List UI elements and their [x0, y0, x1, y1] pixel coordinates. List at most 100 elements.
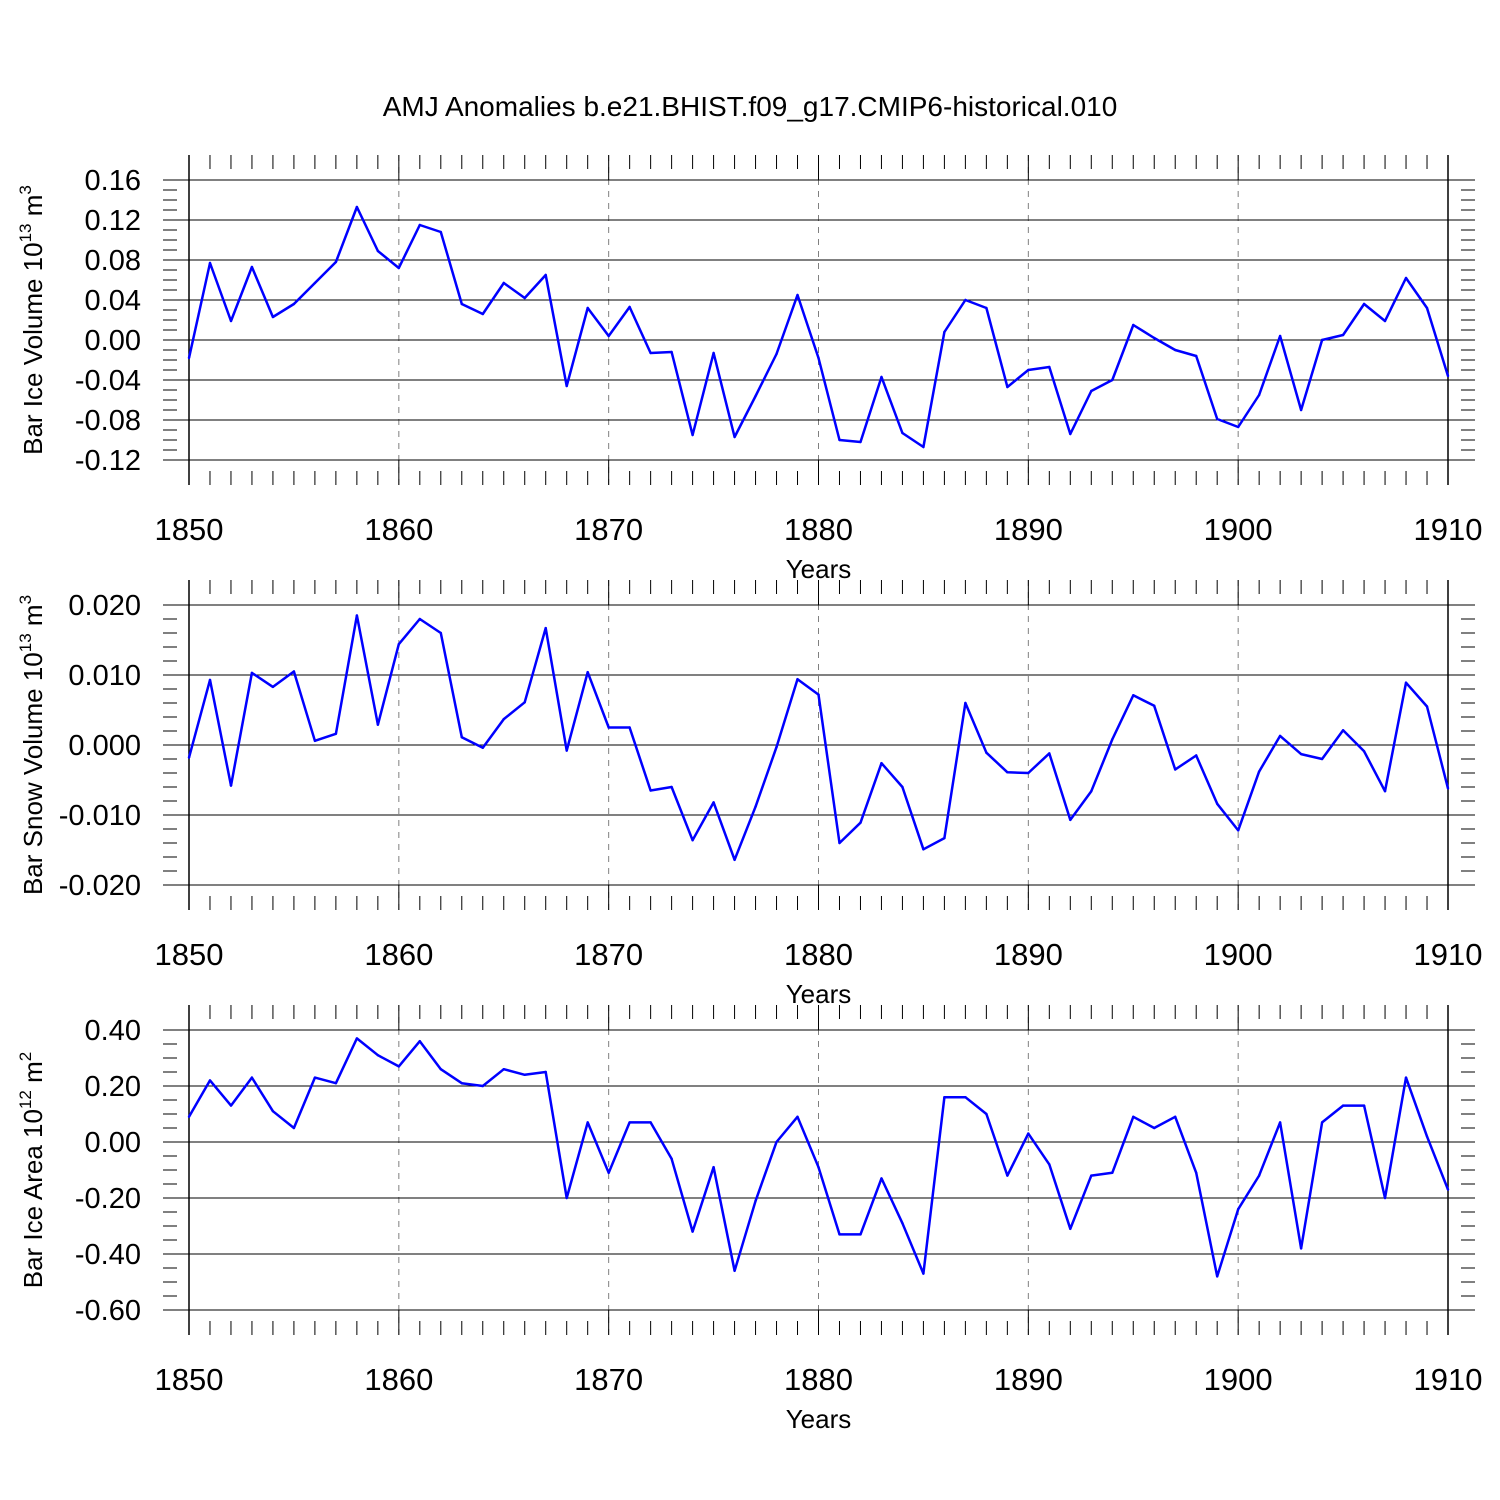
data-point	[523, 296, 526, 300]
y-tick-label: -0.020	[59, 870, 141, 902]
data-point	[1090, 790, 1093, 793]
data-point	[901, 1222, 904, 1225]
y-tick-label: -0.40	[75, 1239, 141, 1271]
x-tick-label: 1850	[155, 1362, 224, 1397]
data-point	[1278, 1121, 1282, 1124]
data-point	[859, 1233, 862, 1236]
data-point	[922, 1272, 925, 1275]
data-point	[733, 858, 736, 861]
y-tick-label: 0.04	[85, 285, 141, 317]
data-point	[985, 1112, 988, 1116]
data-point	[775, 1140, 778, 1144]
x-tick-label: 1860	[364, 512, 433, 547]
data-point	[1341, 1104, 1345, 1107]
data-point	[628, 1121, 631, 1124]
data-point	[1404, 276, 1408, 280]
data-point	[313, 739, 317, 742]
y-axis-title: Bar Snow Volume 1013 m3	[16, 595, 48, 895]
x-tick-label: 1910	[1414, 1362, 1483, 1397]
data-point	[334, 1082, 338, 1085]
y-axis-title-unit: m	[18, 604, 48, 633]
y-tick-label: -0.20	[75, 1183, 141, 1215]
data-point	[691, 1230, 694, 1233]
data-point	[775, 745, 778, 749]
data-point	[544, 1070, 547, 1074]
x-tick-label: 1900	[1204, 1362, 1273, 1397]
data-point	[481, 1084, 484, 1088]
data-point	[649, 1121, 652, 1124]
data-point	[817, 356, 820, 360]
y-tick-label: 0.08	[85, 245, 141, 277]
data-point	[250, 1076, 254, 1079]
data-point	[859, 821, 862, 824]
data-point	[397, 266, 401, 270]
data-series-line	[187, 1037, 1450, 1278]
data-point	[880, 1177, 883, 1180]
data-point	[754, 1199, 757, 1203]
y-axis-title-text: Bar Snow Volume 10	[18, 652, 48, 895]
data-point	[229, 784, 233, 787]
data-point	[355, 205, 359, 209]
x-tick-label: 1910	[1414, 937, 1483, 972]
data-point	[208, 1079, 212, 1082]
data-point	[901, 785, 904, 789]
y-tick-label: -0.04	[75, 365, 141, 397]
data-point	[628, 726, 631, 729]
chart-panel-3: -0.60 -0.40 -0.20 0.00 0.20 0.40 1850 1860 1870 1…	[16, 1005, 1482, 1434]
x-tick-label: 1900	[1204, 937, 1273, 972]
y-tick-label: 0.12	[85, 205, 141, 237]
data-point	[670, 785, 673, 789]
data-point	[586, 306, 589, 310]
data-point	[229, 319, 233, 323]
y-tick-label: -0.60	[75, 1295, 141, 1327]
data-point	[1111, 1171, 1114, 1175]
y-axis-title-unit: m	[18, 195, 48, 224]
data-point	[922, 848, 925, 851]
data-point	[334, 260, 338, 264]
data-point	[439, 1068, 442, 1071]
data-point	[1069, 1227, 1072, 1231]
x-tick-label: 1890	[994, 937, 1063, 972]
data-point	[964, 1096, 967, 1099]
data-point	[1174, 768, 1177, 771]
data-point	[1320, 338, 1324, 342]
data-point	[1362, 750, 1366, 753]
data-point	[460, 302, 463, 306]
data-point	[523, 1073, 526, 1077]
y-axis-title-unit: m	[18, 1061, 48, 1090]
data-point	[922, 445, 925, 449]
y-tick-label: 0.00	[85, 1127, 141, 1159]
data-point	[1215, 1275, 1219, 1278]
data-point	[880, 762, 883, 765]
y-axis-title-unit-exponent: 3	[16, 595, 35, 604]
data-point	[1174, 1115, 1177, 1119]
data-point	[775, 352, 778, 356]
x-tick-label: 1860	[364, 937, 433, 972]
data-point	[502, 281, 505, 285]
data-point	[649, 351, 652, 355]
data-point	[1111, 378, 1114, 382]
data-point	[838, 841, 841, 845]
data-point	[943, 330, 946, 334]
data-point	[1320, 1121, 1324, 1124]
data-point	[1215, 802, 1219, 805]
data-point	[1320, 757, 1324, 761]
data-point	[817, 1166, 820, 1169]
data-point	[712, 351, 715, 355]
data-point	[901, 431, 904, 435]
data-point	[439, 230, 442, 234]
x-axis-title: Years	[786, 979, 852, 1009]
chart-panel-1: -0.12 -0.08 -0.04 0.00 0.04 0.08 0.12 0.16 1850 1…	[16, 155, 1482, 584]
data-point	[670, 350, 673, 354]
y-axis-title-exponent: 13	[16, 223, 35, 242]
data-point	[1425, 1135, 1429, 1138]
data-point	[1132, 1115, 1135, 1119]
data-point	[1278, 734, 1282, 738]
data-point	[544, 626, 547, 630]
data-point	[964, 298, 967, 302]
data-point	[1195, 354, 1198, 358]
data-point	[271, 1110, 275, 1113]
data-point	[271, 315, 275, 319]
data-point	[1257, 393, 1261, 397]
